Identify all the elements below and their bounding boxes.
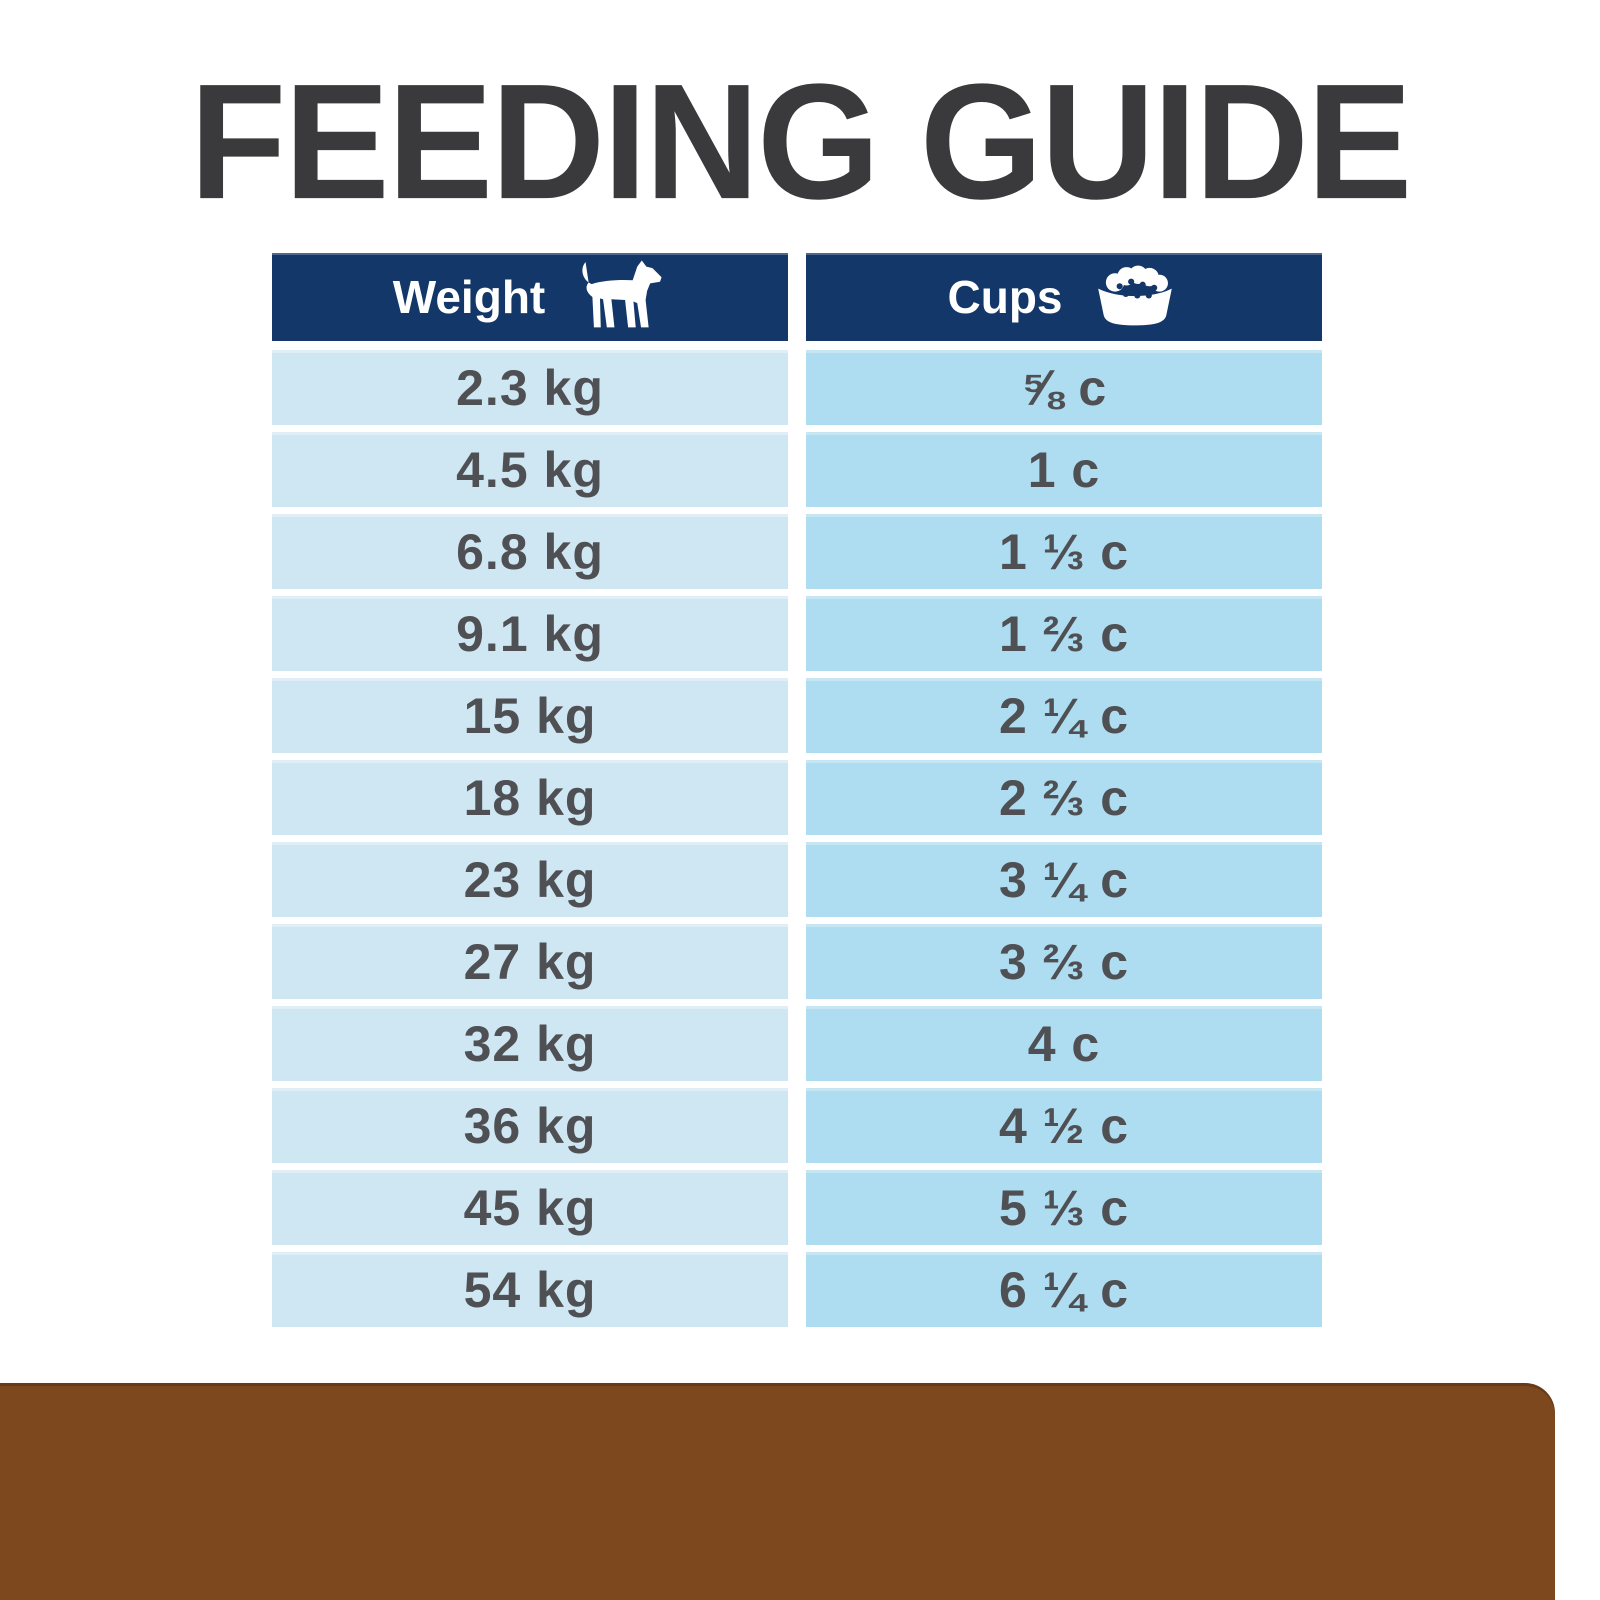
cups-cell: 4 ½ c [806, 1088, 1322, 1163]
table-header-row: Weight Cups [272, 253, 1322, 341]
table-row: 36 kg 4 ½ c [272, 1088, 1322, 1163]
table-row: 54 kg 6 ¼ c [272, 1252, 1322, 1327]
cups-cell: 1 ⅓ c [806, 514, 1322, 589]
table-body: 2.3 kg ⅝ c 4.5 kg 1 c 6.8 kg 1 ⅓ c 9.1 k… [272, 350, 1322, 1327]
table-row: 23 kg 3 ¼ c [272, 842, 1322, 917]
table-row: 6.8 kg 1 ⅓ c [272, 514, 1322, 589]
weight-cell: 6.8 kg [272, 514, 788, 589]
table-row: 4.5 kg 1 c [272, 432, 1322, 507]
cups-cell: 2 ¼ c [806, 678, 1322, 753]
weight-cell: 45 kg [272, 1170, 788, 1245]
weight-cell: 23 kg [272, 842, 788, 917]
weight-cell: 32 kg [272, 1006, 788, 1081]
feeding-table: Weight Cups [272, 253, 1322, 1327]
weight-cell: 15 kg [272, 678, 788, 753]
weight-column-header: Weight [272, 253, 788, 341]
cups-cell: ⅝ c [806, 350, 1322, 425]
weight-cell: 27 kg [272, 924, 788, 999]
cups-cell: 2 ⅔ c [806, 760, 1322, 835]
weight-cell: 18 kg [272, 760, 788, 835]
table-row: 32 kg 4 c [272, 1006, 1322, 1081]
dog-icon [571, 259, 667, 335]
cups-cell: 1 ⅔ c [806, 596, 1322, 671]
cups-column-label: Cups [947, 271, 1063, 323]
weight-cell: 2.3 kg [272, 350, 788, 425]
table-row: 45 kg 5 ⅓ c [272, 1170, 1322, 1245]
table-row: 27 kg 3 ⅔ c [272, 924, 1322, 999]
footer-brown-bar [0, 1383, 1555, 1600]
weight-cell: 9.1 kg [272, 596, 788, 671]
cups-cell: 1 c [806, 432, 1322, 507]
cups-cell: 6 ¼ c [806, 1252, 1322, 1327]
cups-cell: 5 ⅓ c [806, 1170, 1322, 1245]
table-row: 9.1 kg 1 ⅔ c [272, 596, 1322, 671]
weight-column-label: Weight [392, 271, 546, 323]
weight-cell: 54 kg [272, 1252, 788, 1327]
table-row: 2.3 kg ⅝ c [272, 350, 1322, 425]
table-row: 15 kg 2 ¼ c [272, 678, 1322, 753]
cups-cell: 3 ¼ c [806, 842, 1322, 917]
table-row: 18 kg 2 ⅔ c [272, 760, 1322, 835]
food-bowl-icon [1089, 262, 1181, 332]
cups-cell: 3 ⅔ c [806, 924, 1322, 999]
page-title: FEEDING GUIDE [189, 50, 1413, 234]
weight-cell: 4.5 kg [272, 432, 788, 507]
cups-column-header: Cups [806, 253, 1322, 341]
weight-cell: 36 kg [272, 1088, 788, 1163]
cups-cell: 4 c [806, 1006, 1322, 1081]
